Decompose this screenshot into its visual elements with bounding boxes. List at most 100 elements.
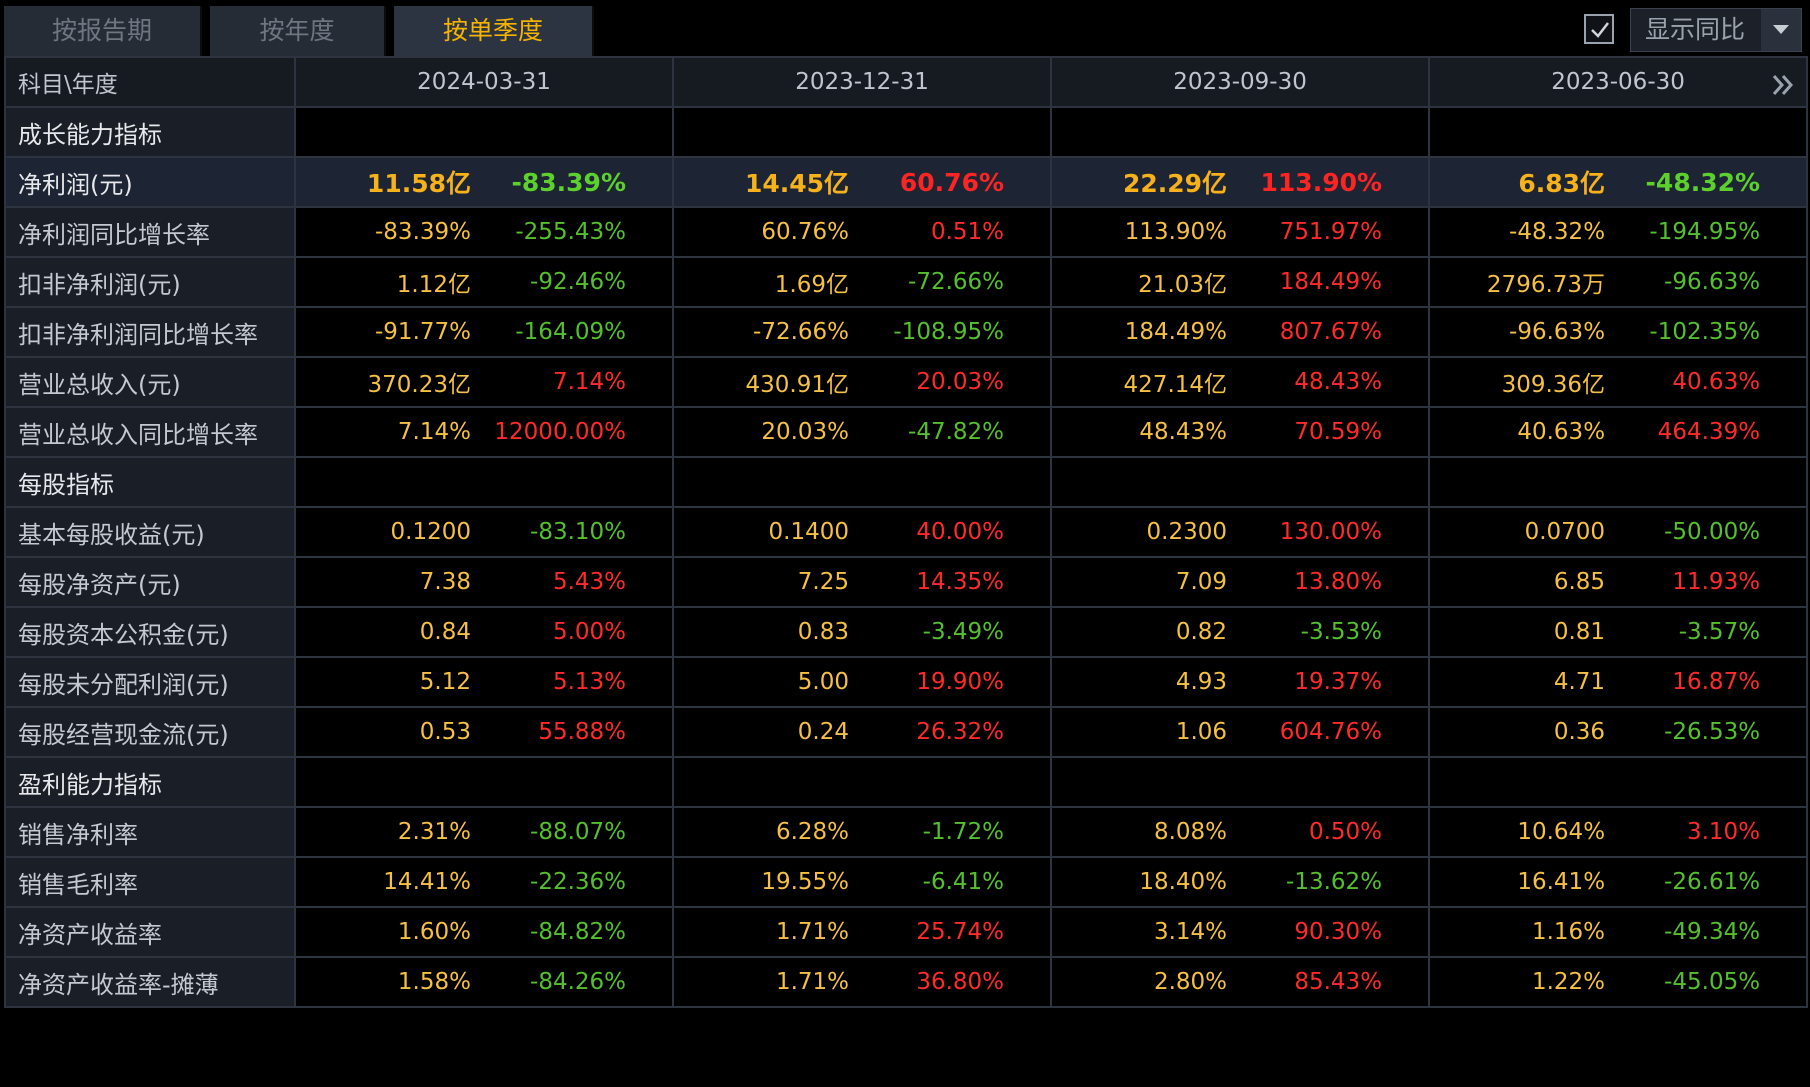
yoy-cell[interactable]: 807.67%	[1239, 306, 1431, 358]
double-chevron-right-icon[interactable]	[1770, 72, 1796, 98]
yoy-cell[interactable]: -13.62%	[1239, 856, 1431, 908]
value-cell[interactable]: 370.23亿	[294, 356, 483, 408]
value-cell[interactable]: -72.66%	[672, 306, 862, 358]
yoy-cell[interactable]: -92.46%	[483, 256, 675, 308]
value-cell[interactable]: 6.85	[1428, 556, 1618, 608]
yoy-cell[interactable]: 5.13%	[483, 656, 675, 708]
yoy-cell[interactable]: 26.32%	[861, 706, 1053, 758]
yoy-dropdown[interactable]: 显示同比	[1630, 8, 1802, 52]
yoy-cell[interactable]: -3.53%	[1239, 606, 1431, 658]
value-cell[interactable]: 7.38	[294, 556, 483, 608]
value-cell[interactable]: 14.45亿	[672, 156, 862, 208]
value-cell[interactable]: 1.22%	[1428, 956, 1618, 1008]
value-cell[interactable]: 16.41%	[1428, 856, 1618, 908]
yoy-cell[interactable]: -6.41%	[861, 856, 1053, 908]
value-cell[interactable]: 5.00	[672, 656, 862, 708]
yoy-cell[interactable]: -255.43%	[483, 206, 675, 258]
yoy-cell[interactable]: 11.93%	[1617, 556, 1809, 608]
yoy-cell[interactable]: -3.49%	[861, 606, 1053, 658]
value-cell[interactable]: 40.63%	[1428, 406, 1618, 458]
value-cell[interactable]: 5.12	[294, 656, 483, 708]
yoy-cell[interactable]: 40.63%	[1617, 356, 1809, 408]
value-cell[interactable]: 21.03亿	[1050, 256, 1240, 308]
tab-by-year[interactable]: 按年度	[210, 6, 386, 56]
value-cell[interactable]: 14.41%	[294, 856, 483, 908]
value-cell[interactable]: 0.83	[672, 606, 862, 658]
yoy-cell[interactable]: -194.95%	[1617, 206, 1809, 258]
yoy-cell[interactable]: -102.35%	[1617, 306, 1809, 358]
yoy-cell[interactable]: 16.87%	[1617, 656, 1809, 708]
value-cell[interactable]: 1.12亿	[294, 256, 483, 308]
yoy-cell[interactable]: 5.43%	[483, 556, 675, 608]
yoy-cell[interactable]: 25.74%	[861, 906, 1053, 958]
value-cell[interactable]: 48.43%	[1050, 406, 1240, 458]
yoy-cell[interactable]: -72.66%	[861, 256, 1053, 308]
dropdown-toggle[interactable]	[1761, 9, 1801, 51]
value-cell[interactable]: 22.29亿	[1050, 156, 1240, 208]
value-cell[interactable]: 19.55%	[672, 856, 862, 908]
yoy-cell[interactable]: -47.82%	[861, 406, 1053, 458]
yoy-cell[interactable]: 113.90%	[1239, 156, 1431, 208]
column-header[interactable]: 2024-03-31	[293, 56, 675, 108]
yoy-cell[interactable]: 184.49%	[1239, 256, 1431, 308]
value-cell[interactable]: -96.63%	[1428, 306, 1618, 358]
yoy-cell[interactable]: 130.00%	[1239, 506, 1431, 558]
yoy-cell[interactable]: 13.80%	[1239, 556, 1431, 608]
yoy-cell[interactable]: -108.95%	[861, 306, 1053, 358]
value-cell[interactable]: 0.0700	[1428, 506, 1618, 558]
value-cell[interactable]: 7.25	[672, 556, 862, 608]
yoy-cell[interactable]: 48.43%	[1239, 356, 1431, 408]
yoy-cell[interactable]: -1.72%	[861, 806, 1053, 858]
value-cell[interactable]: 1.06	[1050, 706, 1240, 758]
value-cell[interactable]: 7.09	[1050, 556, 1240, 608]
yoy-cell[interactable]: -96.63%	[1617, 256, 1809, 308]
yoy-cell[interactable]: 5.00%	[483, 606, 675, 658]
yoy-cell[interactable]: 55.88%	[483, 706, 675, 758]
yoy-cell[interactable]: 12000.00%	[483, 406, 675, 458]
yoy-cell[interactable]: 14.35%	[861, 556, 1053, 608]
value-cell[interactable]: 1.71%	[672, 956, 862, 1008]
yoy-cell[interactable]: 70.59%	[1239, 406, 1431, 458]
yoy-cell[interactable]: -83.39%	[483, 156, 675, 208]
yoy-cell[interactable]: -22.36%	[483, 856, 675, 908]
value-cell[interactable]: 0.1400	[672, 506, 862, 558]
yoy-cell[interactable]: 604.76%	[1239, 706, 1431, 758]
yoy-cell[interactable]: 36.80%	[861, 956, 1053, 1008]
value-cell[interactable]: 10.64%	[1428, 806, 1618, 858]
column-header[interactable]: 2023-06-30	[1428, 56, 1809, 108]
value-cell[interactable]: 1.16%	[1428, 906, 1618, 958]
value-cell[interactable]: 2796.73万	[1428, 256, 1618, 308]
yoy-cell[interactable]: -26.61%	[1617, 856, 1809, 908]
yoy-cell[interactable]: 20.03%	[861, 356, 1053, 408]
column-header[interactable]: 2023-09-30	[1050, 56, 1431, 108]
yoy-cell[interactable]: -50.00%	[1617, 506, 1809, 558]
value-cell[interactable]: 0.81	[1428, 606, 1618, 658]
value-cell[interactable]: 7.14%	[294, 406, 483, 458]
yoy-cell[interactable]: 85.43%	[1239, 956, 1431, 1008]
value-cell[interactable]: 0.2300	[1050, 506, 1240, 558]
value-cell[interactable]: 184.49%	[1050, 306, 1240, 358]
value-cell[interactable]: 2.31%	[294, 806, 483, 858]
value-cell[interactable]: 0.36	[1428, 706, 1618, 758]
tab-by-quarter[interactable]: 按单季度	[394, 6, 594, 56]
value-cell[interactable]: -48.32%	[1428, 206, 1618, 258]
yoy-cell[interactable]: -83.10%	[483, 506, 675, 558]
value-cell[interactable]: 3.14%	[1050, 906, 1240, 958]
value-cell[interactable]: 430.91亿	[672, 356, 862, 408]
value-cell[interactable]: 20.03%	[672, 406, 862, 458]
yoy-cell[interactable]: -45.05%	[1617, 956, 1809, 1008]
yoy-cell[interactable]: -164.09%	[483, 306, 675, 358]
yoy-cell[interactable]: 19.37%	[1239, 656, 1431, 708]
yoy-cell[interactable]: 751.97%	[1239, 206, 1431, 258]
yoy-cell[interactable]: -84.82%	[483, 906, 675, 958]
yoy-cell[interactable]: 19.90%	[861, 656, 1053, 708]
value-cell[interactable]: 0.84	[294, 606, 483, 658]
value-cell[interactable]: 8.08%	[1050, 806, 1240, 858]
value-cell[interactable]: 1.69亿	[672, 256, 862, 308]
value-cell[interactable]: 2.80%	[1050, 956, 1240, 1008]
yoy-cell[interactable]: -26.53%	[1617, 706, 1809, 758]
yoy-cell[interactable]: -48.32%	[1617, 156, 1809, 208]
value-cell[interactable]: 0.1200	[294, 506, 483, 558]
value-cell[interactable]: 1.58%	[294, 956, 483, 1008]
yoy-cell[interactable]: 90.30%	[1239, 906, 1431, 958]
